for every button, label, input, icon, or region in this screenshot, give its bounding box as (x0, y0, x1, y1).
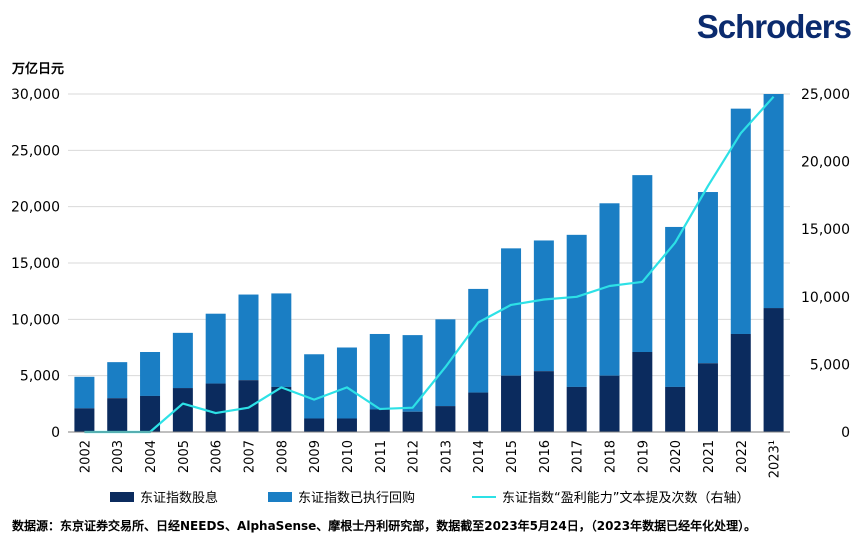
bar-dividend (501, 375, 522, 432)
x-tick-label: 2002 (78, 440, 93, 473)
y-right-tick-label: 0 (841, 425, 850, 441)
bar-dividend (632, 352, 653, 432)
bar-buyback (730, 108, 751, 334)
x-tick-label: 2003 (111, 440, 126, 473)
bar-dividend (435, 406, 456, 432)
legend-swatch-mentions (472, 495, 496, 498)
bar-dividend (172, 388, 193, 432)
x-tick-label: 2008 (275, 440, 290, 473)
bar-dividend (205, 383, 226, 432)
bar-buyback (632, 175, 653, 353)
x-tick-label: 2018 (604, 440, 619, 473)
bar-dividend (336, 418, 357, 432)
legend: 东证指数股息 东证指数已执行回购 东证指数“盈利能力”文本提及次数（右轴） (110, 487, 850, 507)
bar-dividend (304, 418, 325, 432)
bar-buyback (369, 333, 390, 410)
bar-buyback (238, 294, 259, 381)
x-tick-label: 2016 (538, 440, 553, 473)
x-tick-label: 2017 (571, 440, 586, 473)
bar-dividend (140, 395, 161, 432)
bar-dividend (74, 408, 95, 432)
source-note: 数据源：东京证券交易所、日经NEEDS、AlphaSense、摩根士丹利研究部，… (12, 519, 757, 533)
bar-buyback (107, 362, 128, 399)
x-tick-label: 2021 (702, 440, 717, 473)
bar-dividend (763, 308, 784, 432)
legend-swatch-buyback (268, 491, 292, 502)
legend-swatch-dividend (110, 491, 134, 502)
bars (74, 94, 784, 432)
schroders-logo: Schroders (696, 8, 852, 45)
bar-dividend (107, 398, 128, 432)
bar-buyback (599, 203, 620, 376)
bar-buyback (697, 192, 718, 364)
x-tick-label: 2004 (144, 440, 159, 473)
bar-dividend (402, 411, 423, 432)
bar-buyback (665, 226, 686, 387)
y-left-tick-label: 10,000 (11, 312, 60, 328)
axes: 0 5,000 10,000 15,000 20,000 25,000 30,000 0 5,0… (11, 87, 850, 478)
bar-buyback (435, 319, 456, 407)
bar-buyback (533, 240, 554, 372)
x-tick-label: 2009 (308, 440, 323, 473)
y-right-tick-label: 25,000 (801, 87, 850, 103)
y-left-tick-label: 15,000 (11, 256, 60, 272)
bar-dividend (697, 363, 718, 432)
bar-dividend (468, 392, 489, 432)
bar-dividend (271, 386, 292, 432)
bar-buyback (172, 332, 193, 389)
x-tick-label: 2015 (505, 440, 520, 473)
legend-label-buyback: 东证指数已执行回购 (298, 491, 416, 506)
y-right-tick-label: 15,000 (801, 222, 850, 238)
legend-label-dividend: 东证指数股息 (140, 491, 219, 506)
bar-buyback (140, 352, 161, 396)
line-mentions (84, 95, 775, 434)
y-left-tick-label: 25,000 (11, 143, 60, 159)
legend-item-dividend: 东证指数股息 (110, 487, 218, 506)
y-axis-unit-label: 万亿日元 (12, 62, 65, 77)
bar-buyback (304, 354, 325, 419)
bar-dividend (665, 386, 686, 432)
y-right-tick-label: 20,000 (801, 155, 850, 171)
x-tick-label: 2007 (243, 440, 258, 473)
x-tick-label: 2019 (636, 440, 651, 473)
x-tick-label: 2010 (341, 440, 356, 473)
bar-buyback (205, 313, 226, 384)
x-tick-label: 2014 (472, 440, 487, 473)
bar-dividend (730, 333, 751, 432)
y-left-tick-label: 30,000 (11, 87, 60, 103)
bar-dividend (566, 386, 587, 432)
bar-dividend (599, 375, 620, 432)
bar-buyback (566, 234, 587, 387)
x-tick-label: 2005 (177, 440, 192, 473)
x-tick-label: 2006 (210, 440, 225, 473)
y-right-tick-label: 10,000 (801, 290, 850, 306)
bar-dividend (533, 371, 554, 432)
bar-buyback (402, 335, 423, 412)
legend-item-buyback: 东证指数已执行回购 (268, 487, 415, 506)
x-tick-label: 2012 (407, 440, 422, 473)
x-tick-label: 2022 (735, 440, 750, 473)
line-series (84, 95, 775, 434)
x-tick-label: 2011 (374, 440, 389, 473)
legend-item-mentions: 东证指数“盈利能力”文本提及次数（右轴） (472, 487, 749, 506)
y-left-tick-label: 0 (51, 425, 60, 441)
bar-buyback (763, 94, 784, 309)
legend-label-mentions: 东证指数“盈利能力”文本提及次数（右轴） (502, 491, 750, 506)
bar-buyback (271, 293, 292, 387)
y-right-tick-label: 5,000 (810, 357, 850, 373)
y-left-tick-label: 5,000 (20, 369, 60, 385)
x-tick-label: 2013 (439, 440, 454, 473)
bar-buyback (336, 347, 357, 419)
bar-buyback (74, 376, 95, 409)
x-tick-label: 2023¹ (768, 440, 783, 478)
x-tick-label: 2020 (669, 440, 684, 473)
bar-buyback (468, 288, 489, 393)
bar-dividend (238, 380, 259, 432)
bar-dividend (369, 409, 390, 432)
y-left-tick-label: 20,000 (11, 200, 60, 216)
bar-buyback (501, 248, 522, 376)
